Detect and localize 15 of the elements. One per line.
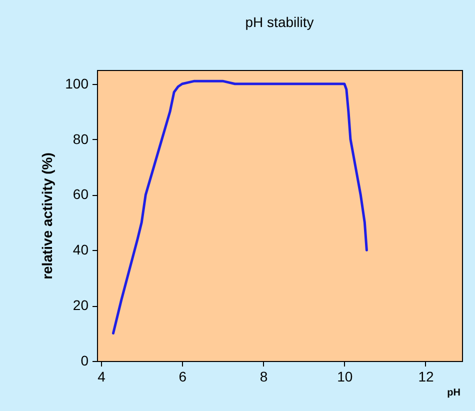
chart-title: pH stability bbox=[245, 14, 314, 30]
y-tick-label: 20 bbox=[72, 297, 89, 314]
x-tick-label: 12 bbox=[418, 368, 434, 384]
y-tick-label: 60 bbox=[72, 186, 89, 202]
y-tick-label: 80 bbox=[72, 130, 89, 147]
x-axis-title: pH bbox=[447, 388, 460, 398]
line-series bbox=[112, 80, 368, 335]
y-axis-title: relative activity (%) bbox=[39, 152, 56, 280]
y-tick-label: 40 bbox=[72, 242, 89, 258]
x-tick-label: 10 bbox=[337, 368, 353, 384]
y-tick-label: 0 bbox=[80, 352, 89, 368]
x-tick-label: 6 bbox=[178, 368, 187, 384]
x-tick-label: 4 bbox=[98, 368, 106, 384]
y-tick-label: 100 bbox=[65, 75, 89, 92]
x-tick-label: 8 bbox=[260, 368, 268, 384]
